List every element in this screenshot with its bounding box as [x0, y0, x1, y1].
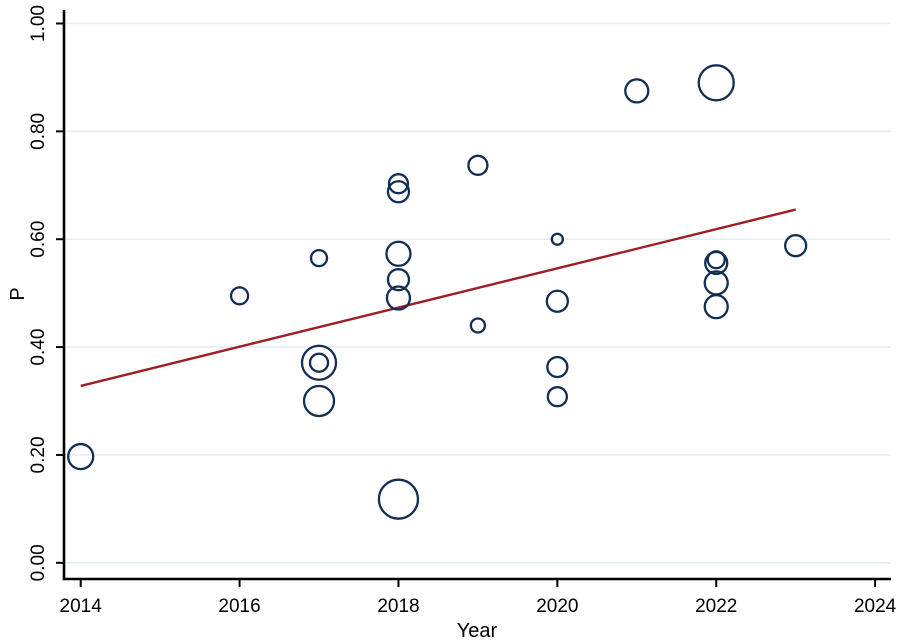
- study-bubble: [386, 268, 411, 292]
- study-bubble: [624, 78, 650, 104]
- study-bubble: [300, 344, 338, 381]
- y-tick-label: 1.00: [28, 5, 49, 42]
- study-bubble: [784, 234, 808, 258]
- study-bubble: [385, 240, 412, 267]
- study-bubble: [697, 64, 735, 102]
- study-bubble: [546, 386, 568, 408]
- study-bubble: [704, 250, 729, 276]
- y-axis-title: P: [7, 287, 29, 300]
- study-bubble: [545, 289, 569, 313]
- study-bubble: [302, 384, 336, 418]
- study-bubble: [67, 442, 95, 471]
- x-tick-label: 2024: [854, 596, 897, 617]
- study-bubble: [377, 478, 420, 520]
- axes-group: [62, 10, 891, 581]
- study-bubble: [386, 180, 411, 204]
- bubbles-group: [67, 64, 808, 520]
- study-bubble: [467, 154, 489, 176]
- study-bubble: [550, 232, 564, 246]
- y-tick-label: 0.60: [28, 221, 49, 258]
- ticks-group: [56, 22, 877, 587]
- x-tick-label: 2016: [218, 596, 260, 617]
- x-tick-label: 2018: [377, 596, 419, 617]
- study-bubble: [703, 293, 729, 320]
- x-axis-title: Year: [457, 620, 498, 642]
- x-tick-label: 2020: [536, 596, 578, 617]
- y-tick-label: 0.40: [28, 329, 49, 366]
- study-bubble: [469, 317, 487, 334]
- study-bubble: [229, 286, 250, 306]
- study-bubble: [385, 285, 412, 311]
- x-tick-label: 2014: [60, 596, 103, 617]
- x-tick-label: 2022: [695, 596, 737, 617]
- trend-line-group: [80, 208, 796, 388]
- study-bubble: [546, 355, 569, 379]
- y-tick-label: 0.20: [28, 436, 49, 473]
- study-bubble: [387, 173, 410, 195]
- regression-line: [80, 208, 796, 388]
- gridlines-group: [64, 22, 891, 564]
- y-tick-label: 0.00: [28, 544, 49, 581]
- y-tick-label: 0.80: [28, 113, 49, 150]
- study-bubble: [308, 352, 330, 373]
- tick-labels-group: 2014 2016 2018 2020 2022 2024 0.00 0.20 0.40 0.60…: [28, 5, 897, 617]
- study-bubble: [309, 248, 329, 268]
